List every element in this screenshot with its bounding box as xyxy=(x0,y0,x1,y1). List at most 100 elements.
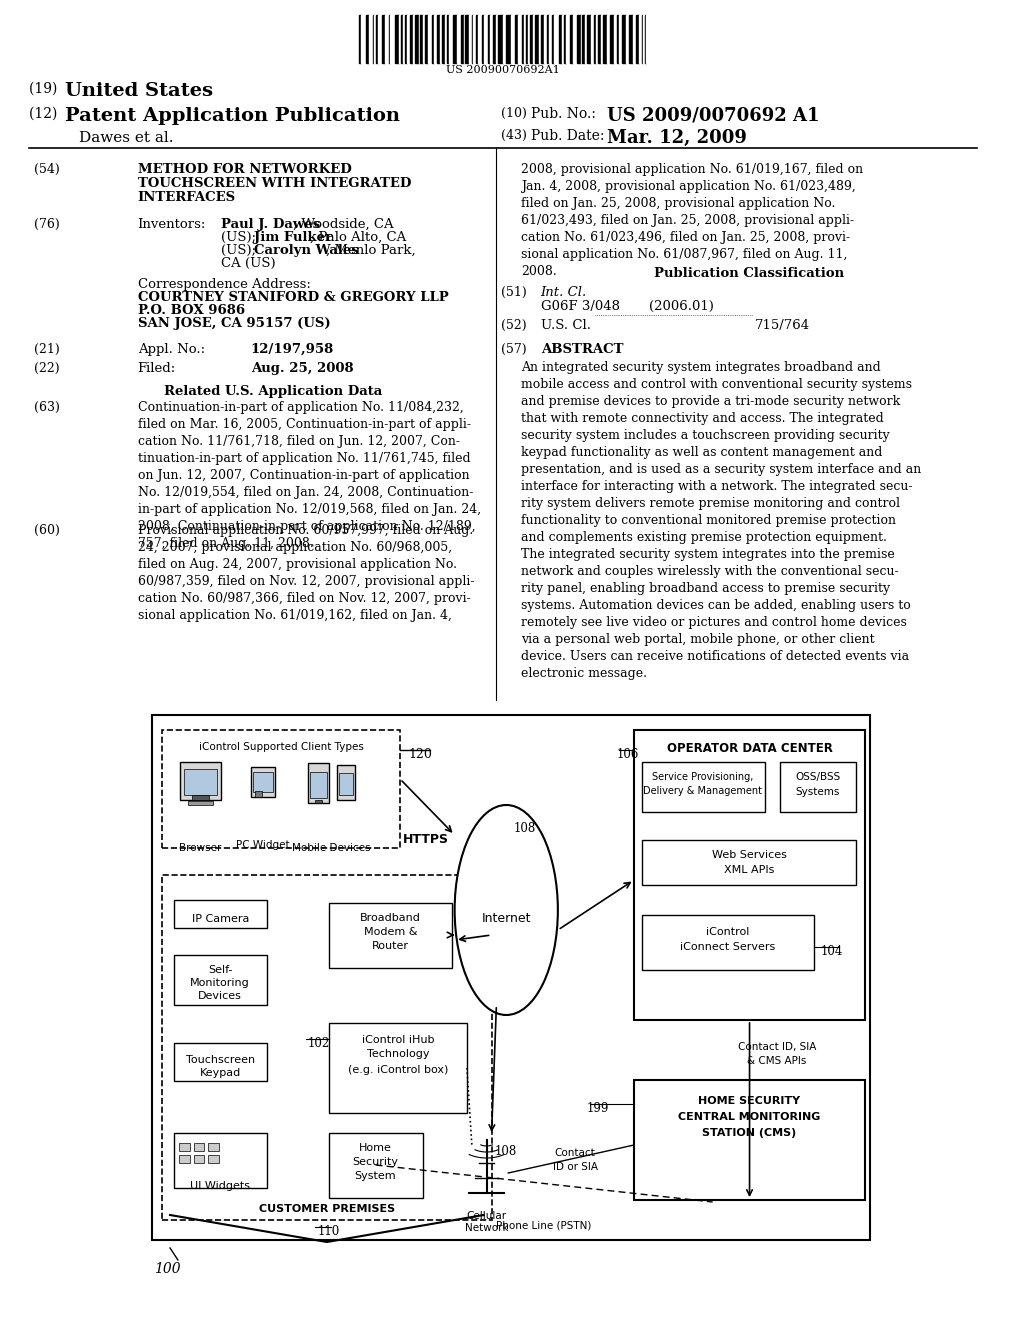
Text: STATION (CMS): STATION (CMS) xyxy=(702,1129,797,1138)
Text: XML APIs: XML APIs xyxy=(724,865,774,875)
Text: Publication Classification: Publication Classification xyxy=(654,267,844,280)
Bar xyxy=(642,840,856,884)
Text: 108: 108 xyxy=(514,822,537,836)
Bar xyxy=(636,15,639,63)
Bar xyxy=(511,15,515,63)
Text: Aug. 25, 2008: Aug. 25, 2008 xyxy=(251,362,353,375)
Text: Contact ID, SIA: Contact ID, SIA xyxy=(738,1041,816,1052)
Text: System: System xyxy=(354,1171,396,1181)
Text: Jim Fulker: Jim Fulker xyxy=(254,231,332,244)
Bar xyxy=(378,15,382,63)
Text: & CMS APIs: & CMS APIs xyxy=(748,1056,807,1067)
Text: iConnect Servers: iConnect Servers xyxy=(680,942,775,952)
Bar xyxy=(162,730,400,847)
Bar xyxy=(441,15,445,63)
Bar xyxy=(527,15,530,63)
Text: SAN JOSE, CA 95157 (US): SAN JOSE, CA 95157 (US) xyxy=(137,317,331,330)
Text: PC Widget: PC Widget xyxy=(236,840,289,850)
Bar xyxy=(482,15,484,63)
Bar xyxy=(437,15,440,63)
Bar xyxy=(598,15,600,63)
Text: 100: 100 xyxy=(155,1262,181,1276)
Bar xyxy=(191,795,209,800)
Bar xyxy=(634,730,865,1020)
Bar xyxy=(626,15,629,63)
Text: (63): (63) xyxy=(35,401,60,414)
Bar xyxy=(447,15,449,63)
Bar xyxy=(390,15,394,63)
Bar xyxy=(549,15,552,63)
Bar xyxy=(779,762,856,812)
Bar xyxy=(358,15,361,63)
Text: Mar. 12, 2009: Mar. 12, 2009 xyxy=(607,129,748,147)
Text: Phone Line (PSTN): Phone Line (PSTN) xyxy=(497,1220,592,1230)
Text: Router: Router xyxy=(372,941,409,950)
Text: Security: Security xyxy=(352,1158,398,1167)
Text: HOME SECURITY: HOME SECURITY xyxy=(698,1096,801,1106)
Bar xyxy=(184,770,217,795)
Bar xyxy=(497,15,499,63)
Bar xyxy=(503,15,507,63)
Text: Web Services: Web Services xyxy=(712,850,786,861)
Bar xyxy=(507,15,511,63)
Bar xyxy=(382,15,385,63)
Text: Related U.S. Application Data: Related U.S. Application Data xyxy=(164,385,382,399)
Bar xyxy=(425,15,428,63)
Text: 12/197,958: 12/197,958 xyxy=(251,343,334,356)
Bar xyxy=(398,15,400,63)
Bar xyxy=(174,954,267,1005)
Bar xyxy=(314,800,323,803)
Bar xyxy=(585,15,587,63)
Text: US 2009/0070692 A1: US 2009/0070692 A1 xyxy=(607,107,820,125)
Bar xyxy=(413,15,416,63)
Bar xyxy=(614,15,616,63)
Bar xyxy=(643,15,645,63)
Bar xyxy=(469,15,472,63)
Text: Broadband: Broadband xyxy=(359,913,421,923)
Text: (51): (51) xyxy=(502,286,527,300)
Text: Contact: Contact xyxy=(555,1148,595,1158)
Bar xyxy=(610,15,614,63)
Bar xyxy=(434,15,437,63)
Bar xyxy=(385,15,389,63)
Bar xyxy=(583,15,585,63)
Text: CUSTOMER PREMISES: CUSTOMER PREMISES xyxy=(259,1204,395,1214)
Bar xyxy=(487,15,490,63)
Bar xyxy=(554,15,558,63)
Text: (43): (43) xyxy=(502,129,531,143)
Text: (12): (12) xyxy=(30,107,62,121)
Text: Delivery & Management: Delivery & Management xyxy=(643,785,762,796)
Bar xyxy=(179,1155,189,1163)
Bar xyxy=(423,15,425,63)
Bar xyxy=(449,15,453,63)
Bar xyxy=(577,15,581,63)
Text: Internet: Internet xyxy=(481,912,531,924)
Bar xyxy=(587,15,591,63)
Bar xyxy=(309,772,328,799)
Bar xyxy=(419,15,421,63)
Bar xyxy=(174,1133,267,1188)
Bar xyxy=(330,903,453,968)
Bar xyxy=(153,715,870,1239)
Bar xyxy=(307,763,330,803)
Text: IP Camera: IP Camera xyxy=(191,913,249,924)
Text: (e.g. iControl box): (e.g. iControl box) xyxy=(348,1065,449,1074)
Bar xyxy=(394,15,398,63)
Bar xyxy=(515,15,518,63)
Bar xyxy=(581,15,583,63)
Bar xyxy=(633,15,636,63)
Text: HTTPS: HTTPS xyxy=(402,833,449,846)
Bar xyxy=(404,15,408,63)
Text: (10): (10) xyxy=(502,107,531,120)
Bar xyxy=(337,766,355,800)
Bar xyxy=(411,15,413,63)
Bar xyxy=(209,1155,219,1163)
Text: (54): (54) xyxy=(35,162,60,176)
Bar xyxy=(432,15,434,63)
Bar xyxy=(562,15,564,63)
Bar xyxy=(530,15,532,63)
Bar xyxy=(453,15,458,63)
Text: Dawes et al.: Dawes et al. xyxy=(79,131,173,145)
Bar xyxy=(473,15,476,63)
Text: 110: 110 xyxy=(317,1225,340,1238)
